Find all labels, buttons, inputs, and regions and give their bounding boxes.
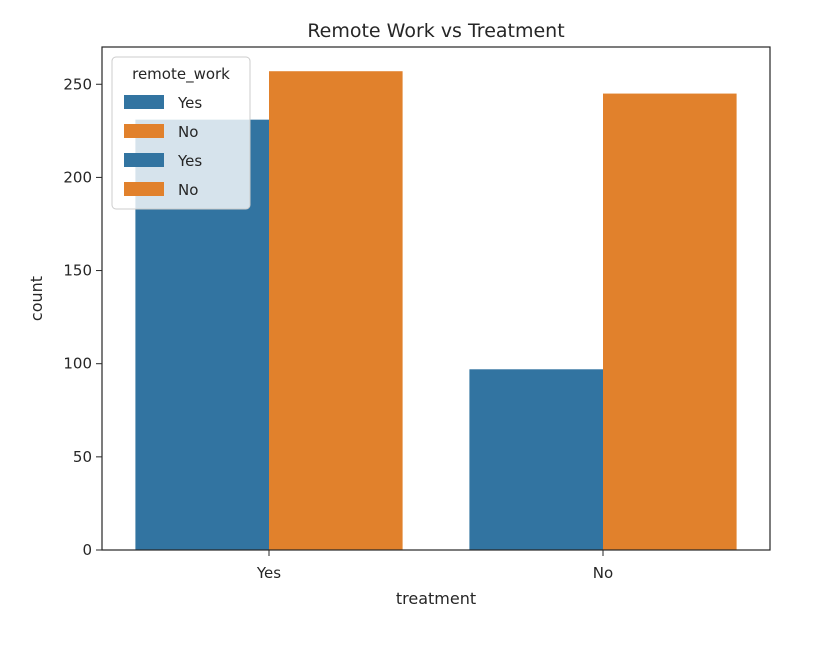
legend-label: Yes (177, 94, 202, 112)
legend-label: Yes (177, 152, 202, 170)
y-tick-label: 150 (63, 262, 92, 280)
y-axis-label: count (27, 276, 46, 321)
x-tick-label: No (593, 564, 613, 582)
legend-title: remote_work (132, 65, 230, 84)
plot-frame (101, 46, 771, 551)
y-tick-label: 0 (82, 541, 92, 559)
legend-swatch (124, 182, 164, 196)
chart-title: Remote Work vs Treatment (307, 20, 564, 42)
legend-swatch (124, 124, 164, 138)
x-tick-label: Yes (256, 564, 281, 582)
y-tick-label: 250 (63, 75, 92, 93)
bar-no-no (603, 93, 737, 551)
legend: remote_work Yes No Yes No (111, 56, 251, 210)
bar-yes-no (269, 71, 403, 551)
legend-swatch (124, 95, 164, 109)
legend-swatch (124, 153, 164, 167)
legend-label: No (178, 123, 198, 141)
y-tick-label: 50 (73, 448, 92, 466)
legend-label: No (178, 181, 198, 199)
y-tick-label: 200 (63, 168, 92, 186)
axes-group: Yes No 0 50 100 150 200 250 (63, 46, 771, 582)
y-tick-label: 100 (63, 355, 92, 373)
bar-no-yes (469, 369, 603, 550)
x-axis-label: treatment (396, 589, 476, 608)
